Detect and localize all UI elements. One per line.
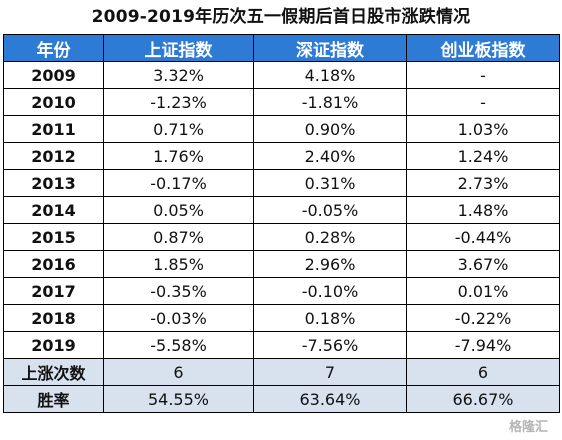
shenzhen-cell: 0.31% <box>253 169 407 197</box>
shenzhen-cell: 63.64% <box>253 385 407 413</box>
chinext-cell: 2.73% <box>406 169 560 197</box>
shenzhen-cell: -7.56% <box>253 331 407 359</box>
summary-label: 胜率 <box>3 385 104 413</box>
shenzhen-cell: 4.18% <box>253 61 407 89</box>
year-cell: 2018 <box>3 304 104 332</box>
shenzhen-cell: -0.10% <box>253 277 407 305</box>
table-row: 2010 -1.23% -1.81% - <box>3 88 560 116</box>
chinext-cell: 1.24% <box>406 142 560 170</box>
shanghai-cell: -0.17% <box>103 169 254 197</box>
shanghai-cell: -0.03% <box>103 304 254 332</box>
chinext-cell: -0.22% <box>406 304 560 332</box>
table-title: 2009-2019年历次五一假期后首日股市涨跌情况 <box>91 7 471 27</box>
year-cell: 2015 <box>3 223 104 251</box>
summary-row-win-rate: 胜率 54.55% 63.64% 66.67% <box>3 385 560 413</box>
header-chinext: 创业板指数 <box>406 34 560 62</box>
shenzhen-cell: 0.28% <box>253 223 407 251</box>
shanghai-cell: 3.32% <box>103 61 254 89</box>
summary-row-rise-count: 上涨次数 6 7 6 <box>3 358 560 386</box>
header-shanghai: 上证指数 <box>103 34 254 62</box>
shanghai-cell: -1.23% <box>103 88 254 116</box>
year-cell: 2017 <box>3 277 104 305</box>
stock-table: 年份 上证指数 深证指数 创业板指数 2009 3.32% 4.18% - 20… <box>3 34 560 413</box>
chinext-cell: -7.94% <box>406 331 560 359</box>
year-cell: 2019 <box>3 331 104 359</box>
chinext-cell: 0.01% <box>406 277 560 305</box>
summary-label: 上涨次数 <box>3 358 104 386</box>
shanghai-cell: 6 <box>103 358 254 386</box>
table-row: 2014 0.05% -0.05% 1.48% <box>3 196 560 224</box>
header-shenzhen: 深证指数 <box>253 34 407 62</box>
table-row: 2013 -0.17% 0.31% 2.73% <box>3 169 560 197</box>
chinext-cell: - <box>406 61 560 89</box>
table-row: 2009 3.32% 4.18% - <box>3 61 560 89</box>
chinext-cell: 6 <box>406 358 560 386</box>
table-row: 2012 1.76% 2.40% 1.24% <box>3 142 560 170</box>
shenzhen-cell: 2.96% <box>253 250 407 278</box>
shanghai-cell: 1.85% <box>103 250 254 278</box>
chinext-cell: 3.67% <box>406 250 560 278</box>
header-row: 年份 上证指数 深证指数 创业板指数 <box>3 34 560 62</box>
year-cell: 2014 <box>3 196 104 224</box>
table-row: 2011 0.71% 0.90% 1.03% <box>3 115 560 143</box>
year-cell: 2010 <box>3 88 104 116</box>
header-year: 年份 <box>3 34 104 62</box>
table-row: 2018 -0.03% 0.18% -0.22% <box>3 304 560 332</box>
year-cell: 2009 <box>3 61 104 89</box>
year-cell: 2016 <box>3 250 104 278</box>
year-cell: 2013 <box>3 169 104 197</box>
shenzhen-cell: -0.05% <box>253 196 407 224</box>
shanghai-cell: 0.71% <box>103 115 254 143</box>
shanghai-cell: 54.55% <box>103 385 254 413</box>
shanghai-cell: 1.76% <box>103 142 254 170</box>
year-cell: 2011 <box>3 115 104 143</box>
shanghai-cell: -0.35% <box>103 277 254 305</box>
shenzhen-cell: 7 <box>253 358 407 386</box>
chinext-cell: 1.03% <box>406 115 560 143</box>
table-row: 2017 -0.35% -0.10% 0.01% <box>3 277 560 305</box>
table-row: 2019 -5.58% -7.56% -7.94% <box>3 331 560 359</box>
chinext-cell: 66.67% <box>406 385 560 413</box>
shenzhen-cell: 0.18% <box>253 304 407 332</box>
table-row: 2015 0.87% 0.28% -0.44% <box>3 223 560 251</box>
shanghai-cell: 0.87% <box>103 223 254 251</box>
chinext-cell: - <box>406 88 560 116</box>
watermark-logo: 格隆汇 <box>508 420 548 435</box>
shenzhen-cell: 2.40% <box>253 142 407 170</box>
year-cell: 2012 <box>3 142 104 170</box>
shenzhen-cell: 0.90% <box>253 115 407 143</box>
chinext-cell: -0.44% <box>406 223 560 251</box>
shenzhen-cell: -1.81% <box>253 88 407 116</box>
table-row: 2016 1.85% 2.96% 3.67% <box>3 250 560 278</box>
shanghai-cell: 0.05% <box>103 196 254 224</box>
chinext-cell: 1.48% <box>406 196 560 224</box>
shanghai-cell: -5.58% <box>103 331 254 359</box>
